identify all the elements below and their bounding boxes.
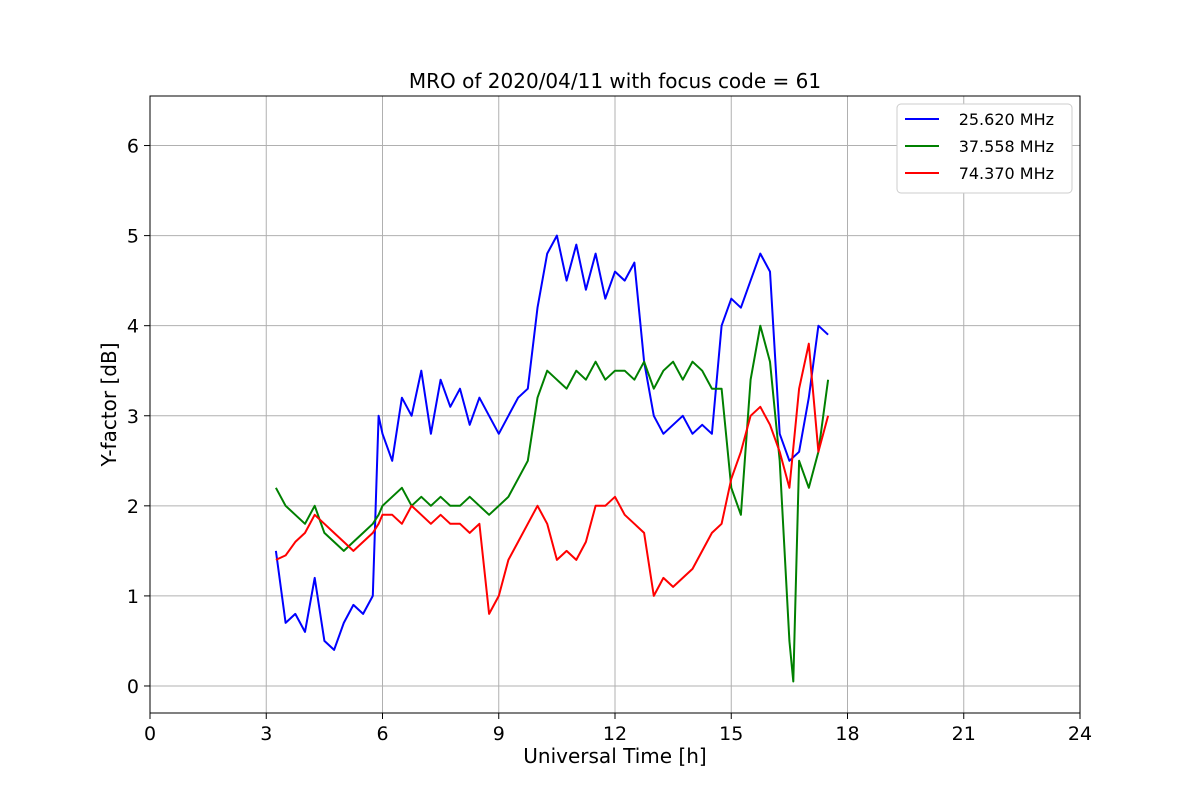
x-tick-label: 6 [376, 723, 388, 745]
y-axis-label: Y-factor [dB] [97, 342, 121, 467]
series-line-1 [275, 324, 830, 683]
legend: 25.620 MHz 37.558 MHz 74.370 MHz [896, 103, 1073, 194]
y-tick-label: 3 [127, 406, 139, 428]
series-layer [274, 234, 830, 683]
y-tick-label: 4 [127, 316, 139, 338]
legend-box [896, 103, 1073, 194]
series-line-2 [275, 342, 830, 615]
x-tick-label: 9 [493, 723, 505, 745]
y-tick-label: 0 [127, 676, 139, 698]
x-tick-label: 18 [835, 723, 859, 745]
x-tick-label: 0 [144, 723, 156, 745]
x-axis-label: Universal Time [h] [523, 744, 706, 768]
x-tick-label: 3 [260, 723, 272, 745]
legend-label-1: 37.558 MHz [959, 137, 1054, 156]
legend-label-2: 74.370 MHz [959, 164, 1054, 183]
x-tick-label: 15 [719, 723, 743, 745]
y-tick-label: 5 [127, 226, 139, 248]
x-tick-label: 24 [1068, 723, 1092, 745]
y-tick-label: 6 [127, 136, 139, 158]
y-tick-label: 2 [127, 496, 139, 518]
chart-title: MRO of 2020/04/11 with focus code = 61 [409, 69, 821, 93]
series-line-0 [274, 234, 829, 651]
x-tick-label: 21 [952, 723, 976, 745]
y-tick-label: 1 [127, 586, 139, 608]
legend-label-0: 25.620 MHz [959, 110, 1054, 129]
x-tick-label: 12 [603, 723, 627, 745]
grid [149, 96, 1081, 713]
